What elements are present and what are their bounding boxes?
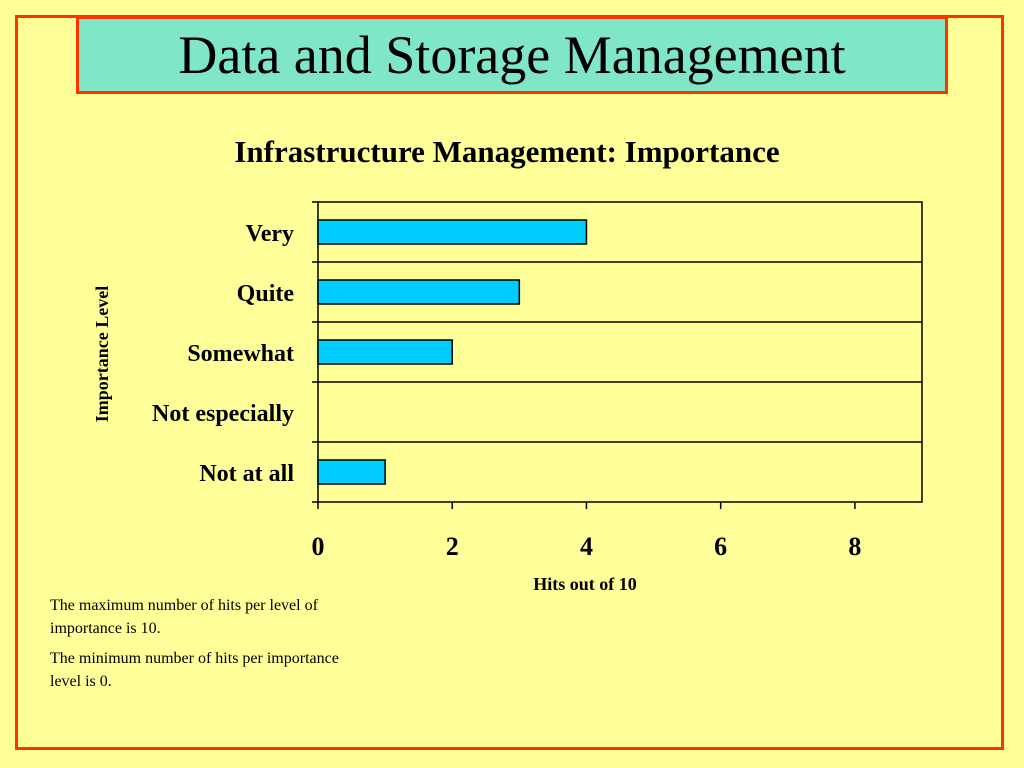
x-tick-label: 8 [848,532,861,561]
slide-title: Data and Storage Management [178,25,846,85]
x-tick-label: 0 [312,532,325,561]
category-label: Not at all [199,461,294,487]
x-tick-label: 6 [714,532,727,561]
category-label: Somewhat [187,341,294,367]
x-tick-label: 4 [580,532,593,561]
category-label: Very [246,221,294,247]
category-label: Quite [237,281,295,307]
bar-somewhat [317,339,453,365]
x-tick-label: 2 [446,532,459,561]
bar-very [317,219,588,245]
x-axis-title: Hits out of 10 [533,574,637,594]
y-axis-title: Importance Level [92,286,112,422]
bar-not-at-all [317,459,386,485]
slide-title-box: Data and Storage Management [76,16,948,94]
note-maximum: The maximum number of hits per level of … [50,597,318,637]
note-minimum: The minimum number of hits per importanc… [50,650,339,690]
chart-title: Infrastructure Management: Importance [234,134,779,169]
category-label: Not especially [152,401,294,427]
bar-quite [317,279,521,305]
